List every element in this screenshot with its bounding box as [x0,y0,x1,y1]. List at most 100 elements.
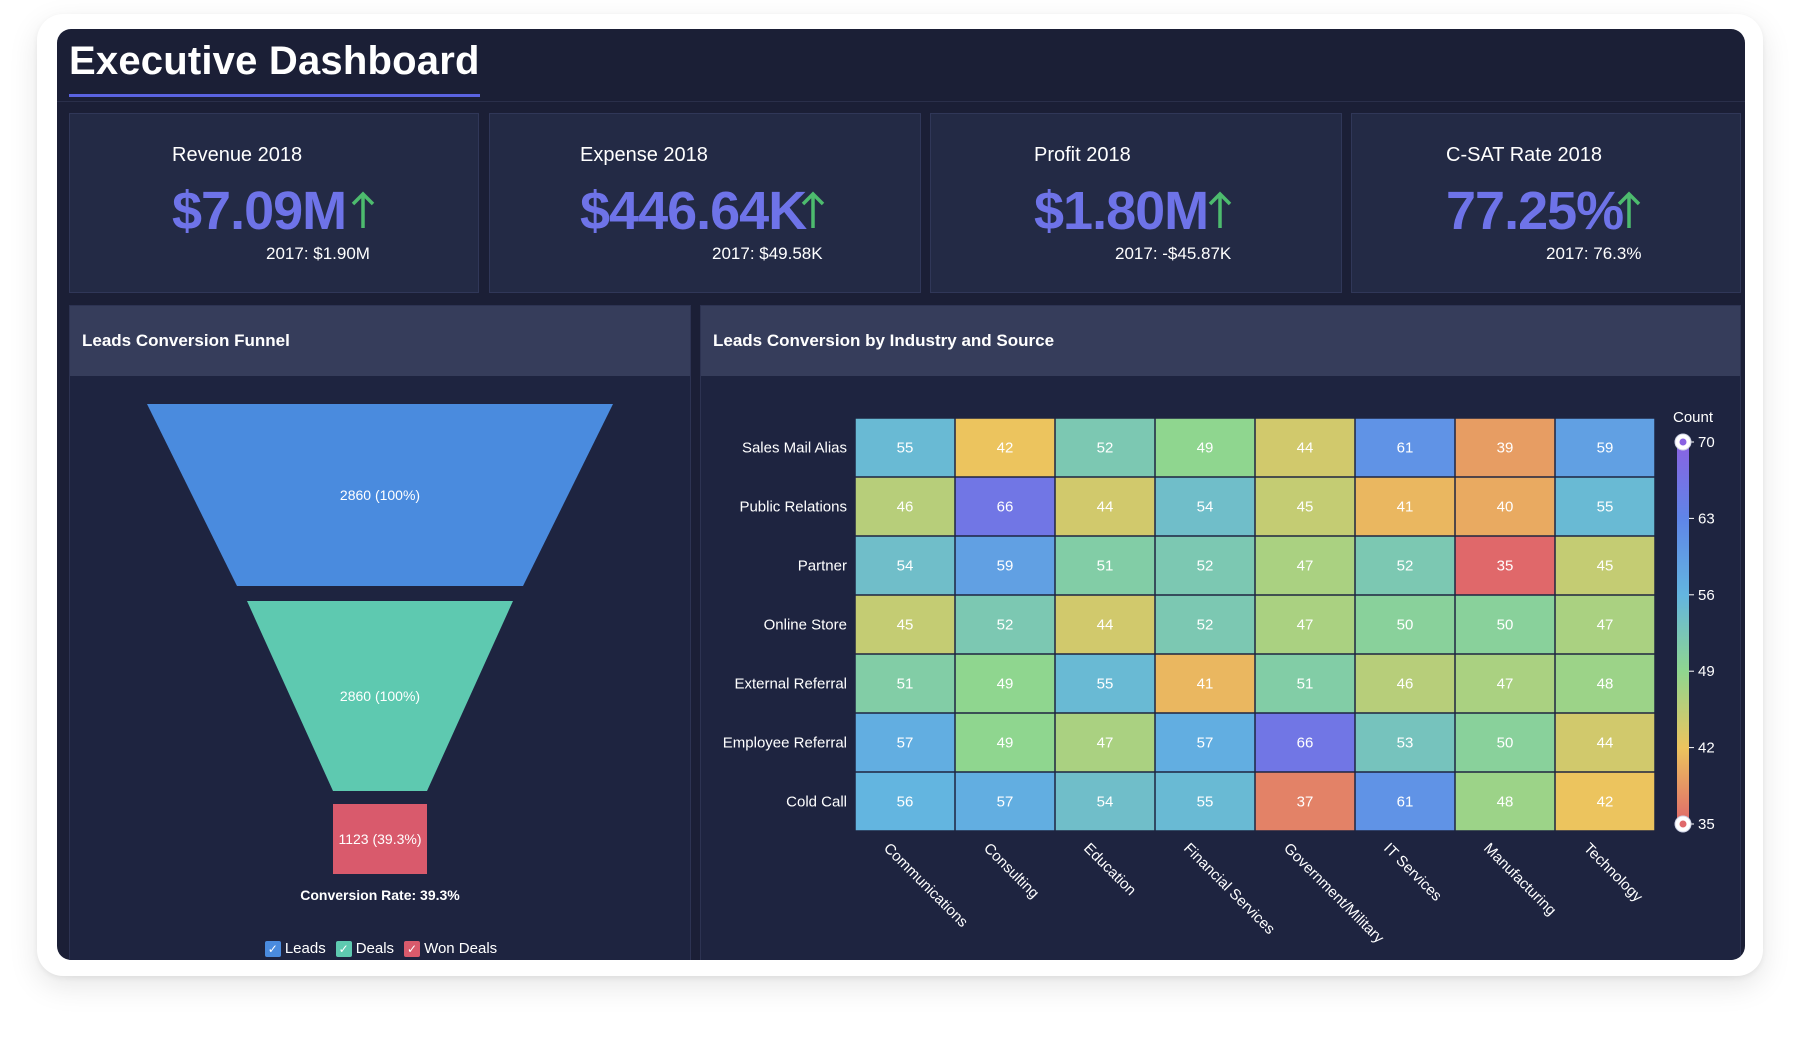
heatmap-chart: Sales Mail Alias 55 42 52 49 44 61 39 59 Public R… [723,409,1715,947]
row-label: Cold Call [786,794,847,811]
heatmap-cell[interactable] [1055,536,1155,595]
checkbox-checked-icon[interactable]: ✓ [404,940,421,957]
colorbar-tick-label: 49 [1698,663,1715,680]
heatmap-cell[interactable] [1455,418,1555,477]
heatmap-cell[interactable] [1255,595,1355,654]
kpi-label: Profit 2018 [1034,144,1131,166]
kpi-card-expense[interactable]: Expense 2018 $446.64K 2017: $49.58K [489,113,921,293]
heatmap-cell[interactable] [1355,477,1455,536]
heatmap-cell[interactable] [1155,654,1255,713]
heatmap-cell[interactable] [1255,418,1355,477]
leads-conversion-funnel-panel: Leads Conversion Funnel 2860 (100%) 2860 … [69,305,691,960]
heatmap-cell[interactable] [1355,536,1455,595]
heatmap-cell[interactable] [1155,477,1255,536]
heatmap-cell-value: 51 [1297,676,1314,693]
heatmap-cell[interactable] [1555,477,1655,536]
heatmap-cell-value: 47 [1297,617,1314,634]
heatmap-cell[interactable] [955,654,1055,713]
heatmap-cell-value: 47 [1497,676,1514,693]
heatmap-cell[interactable] [855,477,955,536]
heatmap-cell[interactable] [1355,654,1455,713]
funnel-legend: ✓ Leads ✓ Deals ✓ Won Deals [70,940,692,957]
heatmap-cell-value: 41 [1197,676,1214,693]
heatmap-cell[interactable] [855,536,955,595]
checkbox-checked-icon[interactable]: ✓ [264,940,281,957]
heatmap-cell-value: 44 [1097,617,1114,634]
heatmap-cell[interactable] [1055,772,1155,831]
heatmap-cell[interactable] [1555,713,1655,772]
heatmap-cell-value: 52 [997,617,1014,634]
funnel-chart: 2860 (100%) 2860 (100%) 1123 (39.3%) Conver… [147,404,613,903]
heatmap-cell[interactable] [1355,713,1455,772]
heatmap-cell[interactable] [1455,713,1555,772]
kpi-previous-year: 2017: $49.58K [712,244,823,263]
heatmap-cell[interactable] [1155,713,1255,772]
heatmap-cell[interactable] [1155,536,1255,595]
legend-label: Deals [355,940,395,957]
heatmap-cell-value: 66 [997,499,1014,516]
heatmap-cell-value: 35 [1497,558,1514,575]
heatmap-cell[interactable] [1055,654,1155,713]
column-label: Manufacturing [1480,840,1559,919]
heatmap-cell[interactable] [1455,772,1555,831]
heatmap-cell[interactable] [1055,713,1155,772]
heatmap-cell[interactable] [1455,477,1555,536]
kpi-card-csat[interactable]: C-SAT Rate 2018 77.25% 2017: 76.3% [1351,113,1741,293]
heatmap-cell[interactable] [1255,713,1355,772]
heatmap-cell-value: 59 [997,558,1014,575]
heatmap-cell[interactable] [1555,536,1655,595]
checkbox-checked-icon[interactable]: ✓ [335,940,352,957]
heatmap-cell[interactable] [1055,418,1155,477]
heatmap-cell[interactable] [955,713,1055,772]
heatmap-cell-value: 55 [1597,499,1614,516]
heatmap-cell[interactable] [1155,418,1255,477]
heatmap-cell[interactable] [855,595,955,654]
heatmap-cell[interactable] [1255,477,1355,536]
heatmap-cell-value: 49 [997,676,1014,693]
panel-title: Leads Conversion by Industry and Source [713,331,1055,350]
kpi-card-revenue[interactable]: Revenue 2018 $7.09M 2017: $1.90M [69,113,479,293]
kpi-label: Revenue 2018 [172,144,303,166]
heatmap-cell[interactable] [1055,595,1155,654]
heatmap-cell[interactable] [1255,536,1355,595]
heatmap-cell[interactable] [1155,595,1255,654]
kpi-card-profit[interactable]: Profit 2018 $1.80M 2017: -$45.87K [930,113,1342,293]
heatmap-cell[interactable] [855,772,955,831]
heatmap-cell-value: 54 [1197,499,1214,516]
column-label: Consulting [980,840,1042,902]
heatmap-cell[interactable] [855,654,955,713]
kpi-previous-year: 2017: $1.90M [266,244,370,263]
legend-item-won-deals[interactable]: ✓ Won Deals [404,940,497,957]
heatmap-cell[interactable] [1355,772,1455,831]
heatmap-cell[interactable] [1455,536,1555,595]
heatmap-cell[interactable] [1055,477,1155,536]
heatmap-cell[interactable] [1355,595,1455,654]
heatmap-cell[interactable] [1555,418,1655,477]
range-handle-dot [1679,438,1687,446]
funnel-stage-leads[interactable] [147,404,613,586]
heatmap-cell[interactable] [955,772,1055,831]
heatmap-cell[interactable] [1455,595,1555,654]
heatmap-cell[interactable] [1255,772,1355,831]
heatmap-cell[interactable] [955,477,1055,536]
funnel-stage-label: 2860 (100%) [340,688,420,704]
heatmap-cell-value: 50 [1497,735,1514,752]
heatmap-cell[interactable] [955,418,1055,477]
funnel-stage-deals[interactable] [247,601,513,791]
legend-item-leads[interactable]: ✓ Leads [264,940,326,957]
heatmap-cell[interactable] [1355,418,1455,477]
heatmap-cell[interactable] [955,536,1055,595]
heatmap-cell[interactable] [855,418,955,477]
heatmap-cell[interactable] [1555,654,1655,713]
heatmap-cell[interactable] [1555,772,1655,831]
heatmap-cell-value: 49 [1197,440,1214,457]
heatmap-cell[interactable] [955,595,1055,654]
heatmap-cell[interactable] [1455,654,1555,713]
heatmap-cell[interactable] [1155,772,1255,831]
heatmap-cell[interactable] [1255,654,1355,713]
heatmap-cell[interactable] [855,713,955,772]
legend-item-deals[interactable]: ✓ Deals [335,940,395,957]
colorbar-title: Count [1673,409,1714,426]
funnel-stage-won-deals[interactable] [333,804,427,874]
heatmap-cell[interactable] [1555,595,1655,654]
